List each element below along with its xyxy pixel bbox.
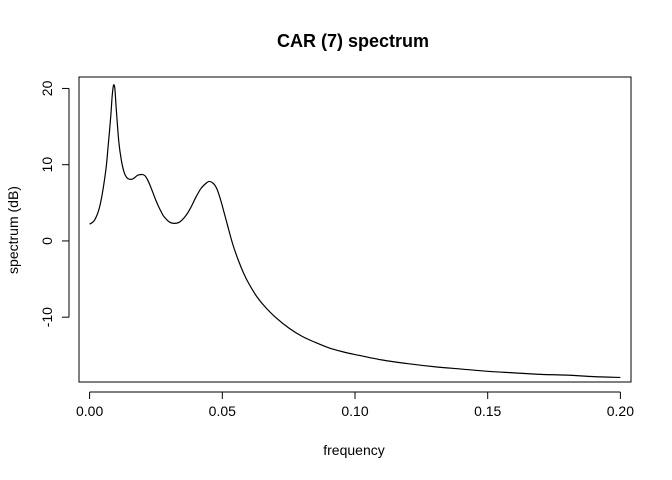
y-tick-label: -10	[39, 307, 55, 327]
y-axis-label: spectrum (dB)	[5, 186, 21, 274]
chart-title: CAR (7) spectrum	[277, 31, 429, 51]
series-line	[89, 84, 621, 379]
y-tick-label: 0	[39, 237, 55, 245]
x-tick-label: 0.00	[76, 403, 103, 419]
plot-frame	[78, 76, 632, 383]
x-axis: 0.00 0.05 0.10 0.15 0.20	[76, 391, 634, 419]
x-tick-label: 0.15	[474, 403, 501, 419]
x-tick-label: 0.05	[209, 403, 236, 419]
x-tick-label: 0.10	[341, 403, 368, 419]
y-tick-label: 10	[39, 157, 55, 173]
y-tick-label: 20	[39, 80, 55, 96]
x-tick-label: 0.20	[607, 403, 634, 419]
y-axis: -10 0 10 20	[39, 80, 70, 327]
x-axis-label: frequency	[323, 442, 384, 458]
